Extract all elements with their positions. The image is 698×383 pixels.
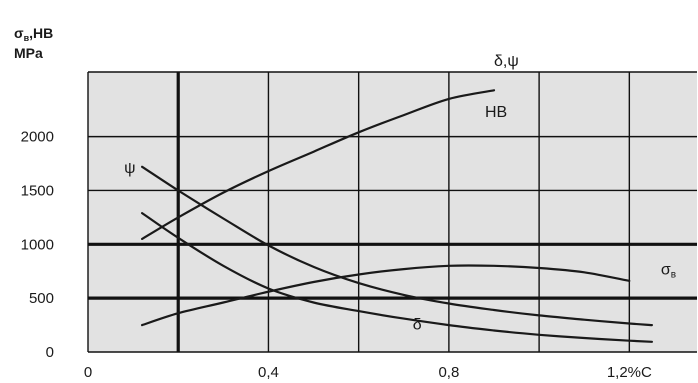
y-tick-label: 2000 <box>21 129 54 146</box>
y-axis-unit: MPa <box>14 45 43 61</box>
y-tick-label: 500 <box>29 290 54 307</box>
series-line-σ <box>141 264 631 327</box>
y2-axis-title: δ,ψ <box>494 53 519 70</box>
series-label-HB: HB <box>485 104 507 121</box>
x-tick-label: 1,2%C <box>607 364 652 381</box>
series-line-HB <box>141 89 496 240</box>
y-tick-label: 1000 <box>21 236 54 253</box>
grid <box>87 71 697 353</box>
x-tick-labels: 0 0,4 0,8 1,2%C <box>84 364 652 381</box>
x-tick-label: 0,4 <box>258 364 279 381</box>
y-tick-label: 1500 <box>21 182 54 199</box>
series-line-δ <box>141 212 653 343</box>
series-line-ψ <box>141 165 653 327</box>
x-tick-label: 0 <box>84 364 92 381</box>
y-tick-labels: 0 500 1000 1500 2000 <box>21 129 54 361</box>
y-axis-title: σв,HB <box>14 25 53 43</box>
series-label-ψ: ψ <box>124 160 135 177</box>
x-tick-label: 0,8 <box>438 364 459 381</box>
curves <box>141 89 653 343</box>
series-label-δ: δ <box>413 316 422 333</box>
y-tick-label: 0 <box>46 344 54 361</box>
